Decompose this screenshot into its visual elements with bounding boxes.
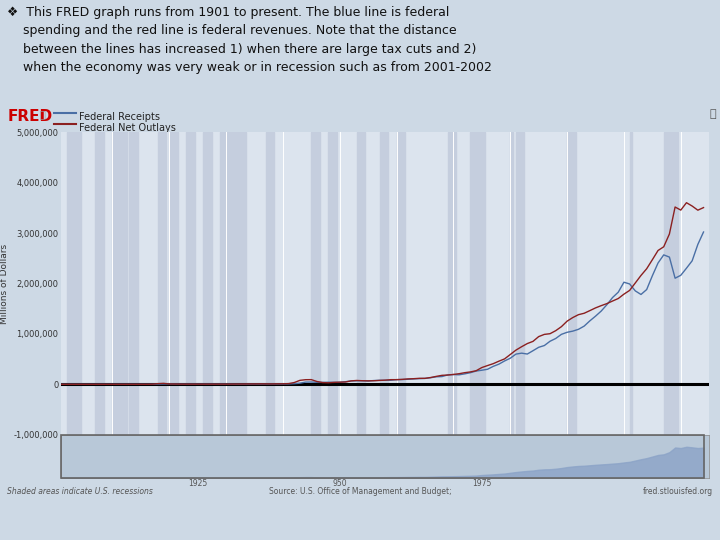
Bar: [186, 132, 195, 435]
Text: ⧈: ⧈: [40, 109, 45, 119]
Bar: [397, 132, 405, 435]
Text: ⤢: ⤢: [710, 109, 716, 119]
Y-axis label: Millions of Dollars: Millions of Dollars: [0, 244, 9, 323]
Text: Shaded areas indicate U.S. recessions: Shaded areas indicate U.S. recessions: [7, 487, 153, 496]
Bar: [510, 132, 513, 435]
Text: ❖  This FRED graph runs from 1901 to present. The blue line is federal
    spend: ❖ This FRED graph runs from 1901 to pres…: [7, 6, 492, 75]
Bar: [220, 132, 246, 435]
Text: Federal Net Outlays: Federal Net Outlays: [79, 123, 176, 133]
Text: Source: U.S. Office of Management and Budget;: Source: U.S. Office of Management and Bu…: [269, 487, 451, 496]
Bar: [328, 132, 337, 435]
Bar: [266, 132, 274, 435]
Bar: [203, 132, 212, 435]
Bar: [130, 132, 138, 435]
Bar: [629, 132, 632, 435]
Bar: [311, 132, 320, 435]
Bar: [470, 132, 485, 435]
Bar: [379, 132, 388, 435]
Bar: [516, 132, 524, 435]
Bar: [664, 132, 678, 435]
Bar: [67, 132, 81, 435]
Text: FRED: FRED: [7, 109, 53, 124]
Bar: [158, 132, 166, 435]
Bar: [448, 132, 456, 435]
Bar: [169, 132, 178, 435]
Bar: [95, 132, 104, 435]
Text: fred.stlouisfed.org: fred.stlouisfed.org: [643, 487, 713, 496]
Bar: [567, 132, 575, 435]
Bar: [112, 132, 127, 435]
Bar: [357, 132, 365, 435]
Text: Federal Receipts: Federal Receipts: [79, 112, 160, 122]
